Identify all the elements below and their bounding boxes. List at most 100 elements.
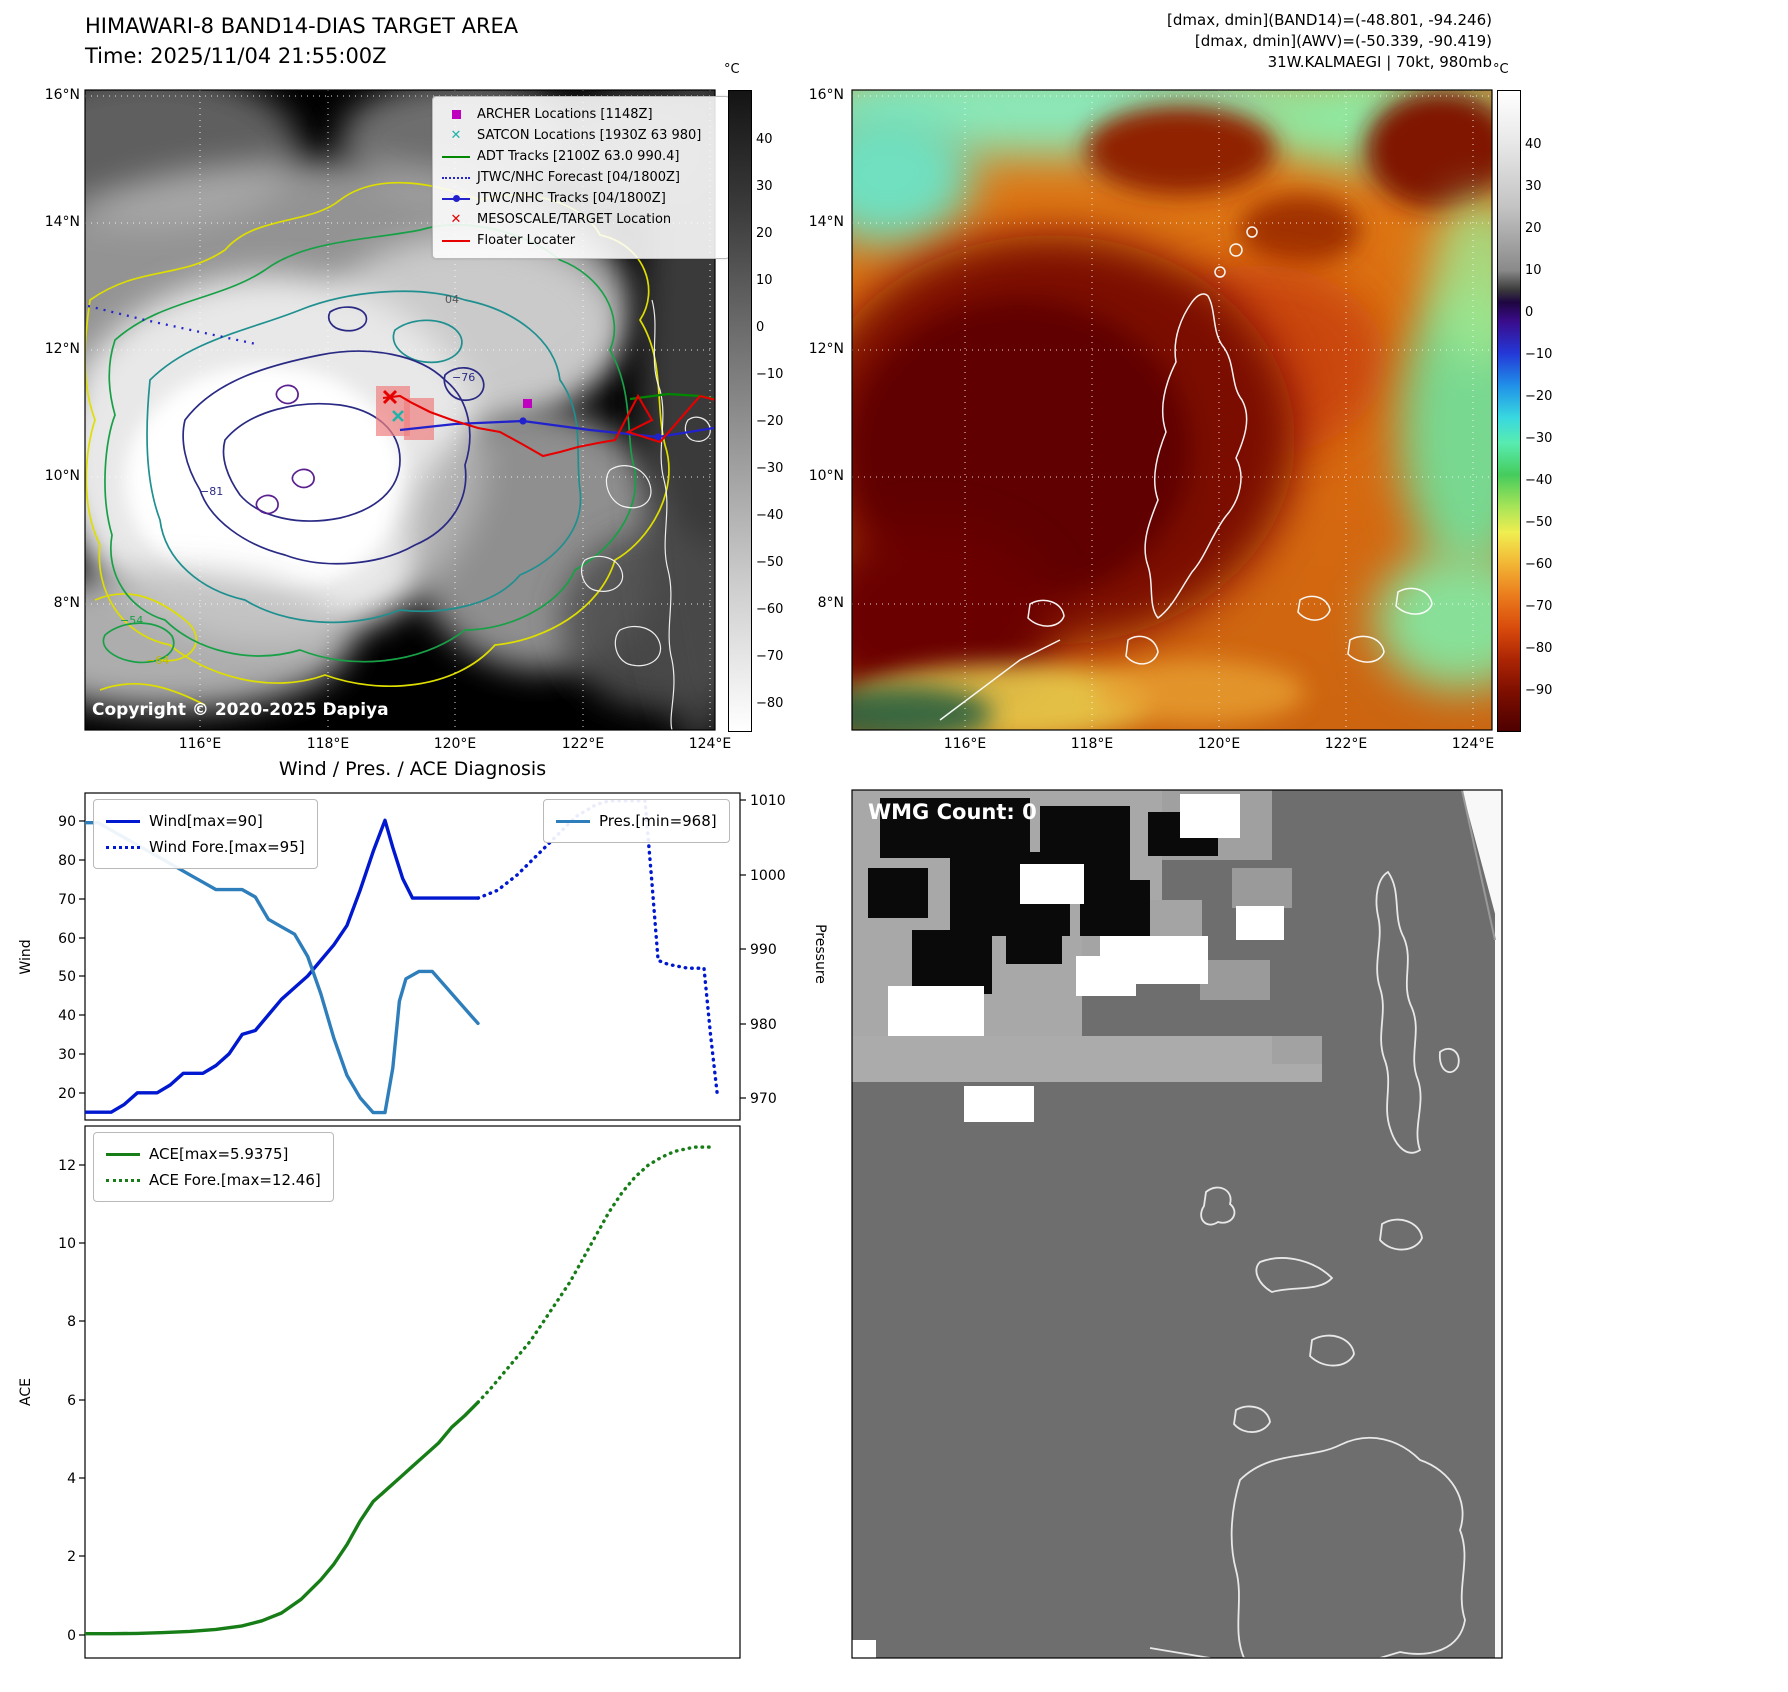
svg-text:970: 970 [750, 1091, 777, 1107]
satcon-marker [392, 410, 404, 422]
svg-text:04: 04 [445, 293, 459, 306]
lat-tick: 10°N [44, 468, 80, 484]
lon-tick: 118°E [1070, 736, 1114, 752]
lat-tick: 14°N [808, 214, 844, 230]
diagnosis-charts: 90 80 70 60 50 40 30 20 1010 1000 990 98… [18, 792, 828, 1659]
colorbar-tick: −80 [756, 696, 784, 711]
colorbar-tick: −10 [756, 367, 784, 382]
band14-map-frame [84, 89, 716, 731]
legend-item-pres: Pres.[min=968] [556, 808, 717, 834]
svg-text:70: 70 [58, 892, 76, 908]
track-line-dot-icon [442, 194, 470, 203]
colorbar-tick: 20 [1525, 221, 1542, 236]
floater-line-icon [442, 239, 470, 242]
wind-fore-dotted-icon [106, 845, 140, 849]
colorbar-tick: −70 [756, 649, 784, 664]
legend-item-adt: ADT Tracks [2100Z 63.0 990.4] [442, 146, 720, 167]
legend-item-satcon: ✕ SATCON Locations [1930Z 63 980] [442, 125, 720, 146]
wmg-count-label: WMG Count: 0 [868, 800, 1037, 824]
lon-tick: 120°E [433, 736, 477, 752]
lat-tick: 16°N [44, 87, 80, 103]
svg-text:12: 12 [58, 1158, 76, 1174]
colorbar-tick: −50 [1525, 515, 1553, 530]
band14-title: HIMAWARI-8 BAND14-DIAS TARGET AREA [85, 14, 519, 38]
ace-line-icon [106, 1152, 140, 1156]
colorbar-tick: 0 [1525, 305, 1534, 320]
colorbar-tick: −70 [1525, 599, 1553, 614]
colorbar-tick: 30 [1525, 179, 1542, 194]
band14-contour-lines [85, 181, 670, 706]
ace-legend: ACE[max=5.9375] ACE Fore.[max=12.46] [93, 1132, 334, 1202]
svg-text:2: 2 [67, 1549, 76, 1565]
colorbar-tick: −60 [756, 602, 784, 617]
jtwc-track-line [399, 419, 715, 439]
svg-text:−76: −76 [452, 371, 475, 384]
awv-coastline [939, 226, 1433, 721]
svg-text:10: 10 [58, 1236, 76, 1252]
pressure-ylabel: Pressure [812, 924, 828, 984]
wmg-pixel-blocks [852, 790, 1322, 1658]
band14-contour-labels: −81 −76 04 −54 −64 [120, 293, 475, 667]
ace-series [85, 1145, 716, 1636]
awv-cloud-field [852, 90, 1492, 730]
copyright-text: Copyright © 2020-2025 Dapiya [92, 700, 389, 720]
ace-axis-ticks [79, 1164, 85, 1636]
band14-time: Time: 2025/11/04 21:55:00Z [85, 44, 387, 68]
lon-tick: 124°E [1451, 736, 1495, 752]
colorbar-tick: 30 [756, 179, 773, 194]
legend-item-forecast: JTWC/NHC Forecast [04/1800Z] [442, 167, 720, 188]
jtwc-track-point [519, 417, 527, 425]
colorbar-tick: 10 [1525, 263, 1542, 278]
colorbar-tick: −60 [1525, 557, 1553, 572]
colorbar-unit: °C [1493, 62, 1509, 77]
lat-tick: 14°N [44, 214, 80, 230]
wind-legend: Wind[max=90] Wind Fore.[max=95] [93, 799, 318, 869]
wmg-map-edge [1461, 790, 1502, 1658]
legend-item-ace-fore: ACE Fore.[max=12.46] [106, 1167, 321, 1193]
svg-text:1010: 1010 [750, 793, 786, 809]
lon-tick: 122°E [561, 736, 605, 752]
legend-item-wind-fore: Wind Fore.[max=95] [106, 834, 305, 860]
colorbar-tick: 10 [756, 273, 773, 288]
colorbar-tick: −30 [1525, 431, 1553, 446]
colorbar-tick: 0 [756, 320, 765, 335]
archer-square-icon [442, 110, 470, 119]
svg-text:20: 20 [58, 1086, 76, 1102]
lon-tick: 120°E [1197, 736, 1241, 752]
colorbar-tick: 20 [756, 226, 773, 241]
colorbar-tick: 40 [756, 132, 773, 147]
lat-tick: 16°N [808, 87, 844, 103]
svg-text:1000: 1000 [750, 868, 786, 884]
forecast-dotted-line-icon [442, 176, 470, 179]
colorbar-tick: −40 [756, 508, 784, 523]
wind-axis-labels: 90 80 70 60 50 40 30 20 1010 1000 990 98… [58, 793, 785, 1107]
pressure-line-icon [556, 819, 590, 823]
colorbar-tick: −20 [1525, 389, 1553, 404]
lat-tick: 8°N [817, 595, 844, 611]
awv-header-line3: 31W.KALMAEGI | 70kt, 980mb [1267, 53, 1492, 71]
wind-axis-ticks [79, 799, 746, 1099]
wind-line-icon [106, 819, 140, 823]
legend-item-tracks: JTWC/NHC Tracks [04/1800Z] [442, 188, 720, 209]
jtwc-track-point [654, 433, 662, 441]
colorbar-tick: −90 [1525, 683, 1553, 698]
mesoscale-target-marker [382, 389, 398, 405]
svg-text:50: 50 [58, 969, 76, 985]
lat-tick: 12°N [808, 341, 844, 357]
colorbar-tick: 40 [1525, 137, 1542, 152]
svg-text:0: 0 [67, 1628, 76, 1644]
legend-item-archer: ARCHER Locations [1148Z] [442, 104, 720, 125]
pressure-legend: Pres.[min=968] [543, 799, 730, 843]
wmg-coastline [1149, 870, 1466, 1658]
lat-tick: 10°N [808, 468, 844, 484]
svg-text:40: 40 [58, 1008, 76, 1024]
svg-text:−54: −54 [120, 614, 143, 627]
svg-text:980: 980 [750, 1017, 777, 1033]
ace-fore-dotted-icon [106, 1178, 140, 1182]
ace-ylabel: ACE [18, 1378, 34, 1406]
mesoscale-x-icon: ✕ [450, 212, 462, 227]
lon-tick: 124°E [688, 736, 732, 752]
ace-chart-frame [84, 1125, 741, 1659]
band14-colorbar [728, 90, 752, 732]
